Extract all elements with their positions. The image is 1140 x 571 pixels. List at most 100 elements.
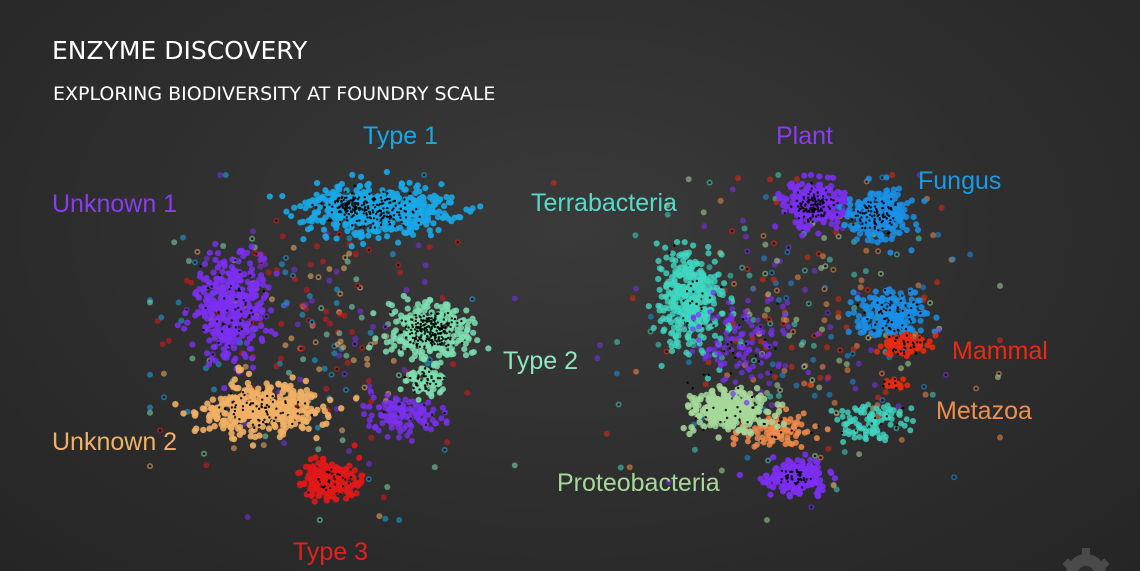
scatter-point <box>852 416 858 422</box>
scatter-point <box>366 383 373 390</box>
scatter-point <box>320 455 327 462</box>
scatter-point-marker <box>874 207 878 211</box>
scatter-point <box>350 357 357 364</box>
scatter-point-marker <box>822 205 825 208</box>
scatter-point-marker <box>414 319 417 323</box>
scatter-point-marker <box>944 373 948 377</box>
scatter-point-marker <box>353 184 356 187</box>
scatter-point-marker <box>434 317 437 321</box>
scatter-point <box>414 182 421 189</box>
scatter-point <box>299 416 307 424</box>
scatter-point <box>297 482 304 489</box>
scatter-point-marker <box>796 191 800 194</box>
scatter-point-marker <box>260 402 263 406</box>
scatter-point <box>426 227 433 234</box>
scatter-point <box>436 389 443 396</box>
scatter-point-marker <box>809 204 813 207</box>
scatter-point <box>367 329 374 336</box>
scatter-point-marker <box>882 307 886 310</box>
scatter-point <box>200 426 207 434</box>
scatter-point <box>147 409 153 416</box>
scatter-point-marker <box>423 332 426 335</box>
scatter-point-marker <box>418 388 421 391</box>
scatter-point <box>189 355 196 362</box>
scatter-point-marker <box>817 210 820 213</box>
scatter-point <box>761 312 768 319</box>
scatter-point-marker <box>881 206 884 210</box>
scatter-point-marker <box>223 407 227 410</box>
scatter-point <box>368 412 375 419</box>
scatter-point-marker <box>832 199 835 202</box>
scatter-point-marker <box>336 206 339 210</box>
scatter-point-marker <box>858 218 861 221</box>
scatter-point <box>862 305 870 312</box>
scatter-point <box>227 276 234 283</box>
scatter-point <box>882 236 889 243</box>
scatter-point-marker <box>403 198 406 201</box>
scatter-point <box>841 449 848 455</box>
scatter-point <box>904 382 911 389</box>
scatter-point <box>349 218 356 225</box>
scatter-point-marker <box>421 320 425 323</box>
scatter-point <box>799 232 806 239</box>
scatter-point <box>277 404 285 411</box>
scatter-point <box>836 357 843 364</box>
scatter-point-marker <box>265 422 268 426</box>
scatter-point <box>344 227 351 235</box>
scatter-point <box>907 333 914 340</box>
scatter-point-marker <box>896 352 899 355</box>
scatter-point <box>392 335 399 342</box>
scatter-point-marker <box>444 327 447 330</box>
scatter-point-marker <box>817 252 820 256</box>
scatter-point-marker <box>424 339 428 343</box>
scatter-point <box>661 326 668 333</box>
scatter-point-marker <box>409 376 412 380</box>
scatter-point <box>511 295 518 302</box>
scatter-point <box>772 223 779 230</box>
scatter-point-marker <box>832 203 835 207</box>
scatter-point-marker <box>708 181 711 184</box>
scatter-point-marker <box>372 199 375 202</box>
scatter-point-marker <box>296 406 300 409</box>
scatter-point-marker <box>868 425 871 428</box>
scatter-point-marker <box>432 323 436 327</box>
scatter-point-marker <box>411 323 414 327</box>
scatter-point <box>370 323 377 330</box>
scatter-point-marker <box>335 367 339 371</box>
scatter-point-marker <box>349 210 353 213</box>
scatter-point <box>210 269 217 276</box>
scatter-point-marker <box>369 226 372 230</box>
scatter-point-marker <box>866 288 869 292</box>
scatter-point-marker <box>809 217 812 220</box>
scatter-point-marker <box>816 206 820 209</box>
scatter-point <box>684 269 691 276</box>
scatter-point <box>185 258 192 264</box>
scatter-point-marker <box>790 205 793 208</box>
scatter-point <box>200 276 207 283</box>
scatter-point <box>312 454 319 461</box>
scatter-point <box>314 424 321 431</box>
scatter-point-marker <box>406 347 409 350</box>
scatter-point-marker <box>340 203 343 206</box>
slide-title: ENZYME DISCOVERY <box>52 36 308 65</box>
scatter-point-marker <box>364 206 367 209</box>
scatter-point <box>384 433 391 440</box>
scatter-point <box>788 363 795 370</box>
scatter-point-marker <box>824 189 828 192</box>
scatter-point-marker <box>250 237 254 240</box>
scatter-point-marker <box>903 352 906 356</box>
scatter-point <box>439 404 446 411</box>
scatter-point-marker <box>296 401 300 404</box>
scatter-point <box>206 279 213 286</box>
scatter-point <box>311 213 318 220</box>
scatter-point <box>757 373 764 380</box>
scatter-point-marker <box>379 196 383 199</box>
scatter-point-marker <box>887 231 891 234</box>
scatter-point-marker <box>423 345 426 348</box>
scatter-point <box>334 341 341 348</box>
scatter-point <box>726 325 733 332</box>
scatter-point <box>388 402 394 409</box>
scatter-point <box>341 312 348 319</box>
scatter-point-marker <box>873 217 876 221</box>
scatter-point-marker <box>319 306 323 310</box>
